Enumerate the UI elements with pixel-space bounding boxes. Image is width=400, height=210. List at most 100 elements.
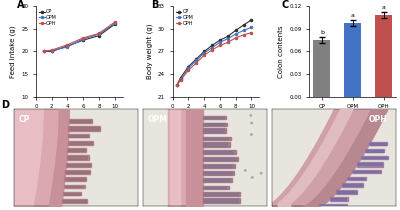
Bar bbox=[202, 164, 234, 168]
OPH bbox=[65, 43, 70, 46]
Bar bbox=[202, 142, 230, 147]
CP bbox=[241, 24, 246, 26]
OPH bbox=[241, 34, 246, 36]
Bar bbox=[66, 155, 88, 160]
Ellipse shape bbox=[244, 170, 246, 171]
OPM bbox=[249, 26, 254, 29]
Bar bbox=[69, 119, 92, 123]
Bar bbox=[313, 40, 330, 97]
CP bbox=[186, 65, 191, 68]
Bar bbox=[370, 143, 386, 144]
Text: OPM: OPM bbox=[148, 115, 168, 124]
OPH bbox=[49, 49, 54, 51]
Bar bbox=[68, 149, 85, 151]
Ellipse shape bbox=[250, 134, 252, 135]
OPM bbox=[65, 46, 70, 48]
Bar bbox=[342, 184, 363, 187]
Bar bbox=[204, 187, 226, 188]
OPM bbox=[186, 67, 191, 69]
OPM bbox=[241, 29, 246, 32]
Bar bbox=[338, 191, 356, 193]
Bar bbox=[204, 193, 238, 195]
Text: C: C bbox=[282, 0, 289, 10]
OPH bbox=[174, 84, 179, 87]
CP bbox=[210, 44, 214, 47]
Bar bbox=[331, 198, 346, 200]
Bar bbox=[202, 186, 229, 189]
OPH bbox=[218, 44, 222, 47]
Bar bbox=[336, 190, 357, 194]
Bar bbox=[375, 15, 392, 97]
CP bbox=[233, 29, 238, 32]
CP bbox=[249, 19, 254, 21]
Bar bbox=[202, 150, 236, 154]
Bar bbox=[353, 171, 380, 172]
Line: CP: CP bbox=[43, 23, 116, 52]
OPM bbox=[233, 33, 238, 35]
Y-axis label: Feed intake (g): Feed intake (g) bbox=[9, 25, 16, 78]
Y-axis label: Colon contents: Colon contents bbox=[278, 25, 284, 78]
Bar bbox=[361, 156, 388, 159]
Bar bbox=[70, 127, 99, 130]
Bar bbox=[202, 128, 226, 133]
Ellipse shape bbox=[250, 115, 252, 116]
Bar bbox=[204, 199, 238, 202]
OPH bbox=[112, 21, 117, 23]
Bar bbox=[348, 177, 365, 179]
Y-axis label: Body weight (g): Body weight (g) bbox=[146, 24, 152, 79]
Line: CP: CP bbox=[176, 19, 252, 86]
OPM bbox=[42, 50, 46, 53]
Bar bbox=[69, 135, 88, 136]
Bar bbox=[357, 162, 383, 167]
CP bbox=[65, 45, 70, 47]
Text: a: a bbox=[351, 13, 355, 18]
Bar bbox=[365, 149, 384, 152]
OPM bbox=[174, 84, 179, 87]
CP bbox=[174, 84, 179, 87]
Bar bbox=[204, 172, 232, 174]
Bar bbox=[202, 137, 231, 140]
Bar bbox=[202, 178, 232, 182]
OPM bbox=[112, 22, 117, 25]
Bar bbox=[202, 171, 234, 175]
Text: A: A bbox=[17, 0, 24, 10]
Bar bbox=[330, 197, 348, 201]
Bar bbox=[352, 170, 381, 173]
Line: OPM: OPM bbox=[176, 26, 252, 86]
Ellipse shape bbox=[251, 122, 253, 124]
Bar bbox=[344, 23, 361, 97]
OPM bbox=[210, 46, 214, 49]
CP bbox=[42, 50, 46, 53]
Bar bbox=[358, 163, 382, 165]
Bar bbox=[63, 192, 81, 196]
Text: D: D bbox=[2, 100, 10, 110]
CP bbox=[218, 39, 222, 41]
OPH bbox=[233, 37, 238, 39]
Bar bbox=[204, 158, 236, 160]
Bar bbox=[64, 177, 86, 181]
CP bbox=[202, 50, 206, 53]
Bar bbox=[202, 116, 226, 119]
Bar bbox=[69, 142, 92, 144]
Bar bbox=[202, 157, 238, 161]
Bar bbox=[202, 198, 240, 203]
Bar bbox=[369, 142, 387, 145]
Bar bbox=[67, 164, 90, 166]
Bar bbox=[347, 177, 366, 180]
Bar bbox=[63, 200, 86, 202]
Bar bbox=[204, 123, 225, 125]
CP bbox=[96, 34, 101, 37]
Bar bbox=[64, 193, 80, 195]
Bar bbox=[204, 143, 228, 146]
OPH bbox=[96, 32, 101, 35]
Bar bbox=[70, 120, 91, 122]
Text: B: B bbox=[151, 0, 158, 10]
CP bbox=[49, 50, 54, 53]
OPH bbox=[42, 50, 46, 52]
OPM bbox=[218, 41, 222, 44]
Bar bbox=[362, 157, 387, 159]
Bar bbox=[68, 134, 89, 137]
OPM bbox=[226, 37, 230, 40]
OPH bbox=[202, 54, 206, 56]
Line: OPH: OPH bbox=[176, 32, 252, 86]
